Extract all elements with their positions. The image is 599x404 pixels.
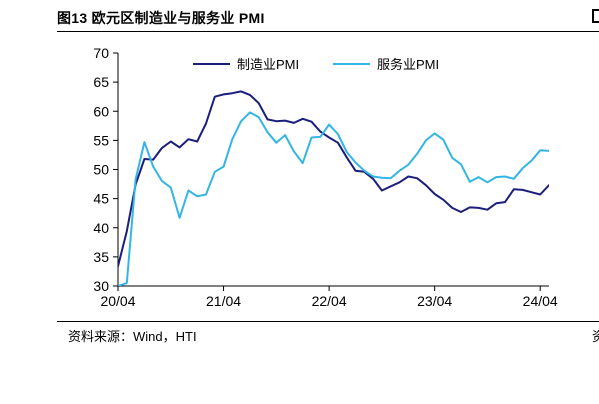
figure-title: 图13 欧元区制造业与服务业 PMI (57, 10, 265, 26)
x-tick-label: 24/04 (523, 293, 558, 309)
y-tick-label: 40 (93, 220, 109, 236)
x-tick-label: 23/04 (417, 293, 452, 309)
x-tick-label: 20/04 (100, 293, 135, 309)
title-divider (57, 31, 599, 32)
cropped-right-edge-text: 资 (592, 329, 599, 344)
y-tick-label: 55 (93, 132, 109, 148)
source-divider (57, 321, 599, 322)
y-tick-label: 65 (93, 74, 109, 90)
y-axis-ticks: 30 35 40 45 50 55 60 65 70 (93, 45, 118, 294)
legend-label-manufacturing: 制造业PMI (237, 57, 299, 72)
y-tick-label: 45 (93, 191, 109, 207)
chart-axes (117, 53, 549, 287)
source-note: 资料来源：Wind，HTI (68, 329, 197, 344)
legend-label-services: 服务业PMI (377, 57, 439, 72)
y-tick-label: 70 (93, 45, 109, 61)
y-tick-label: 60 (93, 103, 109, 119)
chart-legend: 制造业PMI 服务业PMI (193, 57, 439, 72)
services-pmi-line (118, 111, 549, 286)
series-lines (118, 90, 549, 286)
y-tick-label: 50 (93, 162, 109, 178)
x-tick-label: 22/04 (312, 293, 347, 309)
cropped-right-edge-marker (592, 9, 599, 23)
manufacturing-pmi-line (118, 90, 549, 268)
x-tick-label: 21/04 (206, 293, 241, 309)
x-axis-ticks: 20/04 21/04 22/04 23/04 24/04 (100, 286, 558, 309)
y-tick-label: 35 (93, 249, 109, 265)
y-tick-label: 30 (93, 278, 109, 294)
